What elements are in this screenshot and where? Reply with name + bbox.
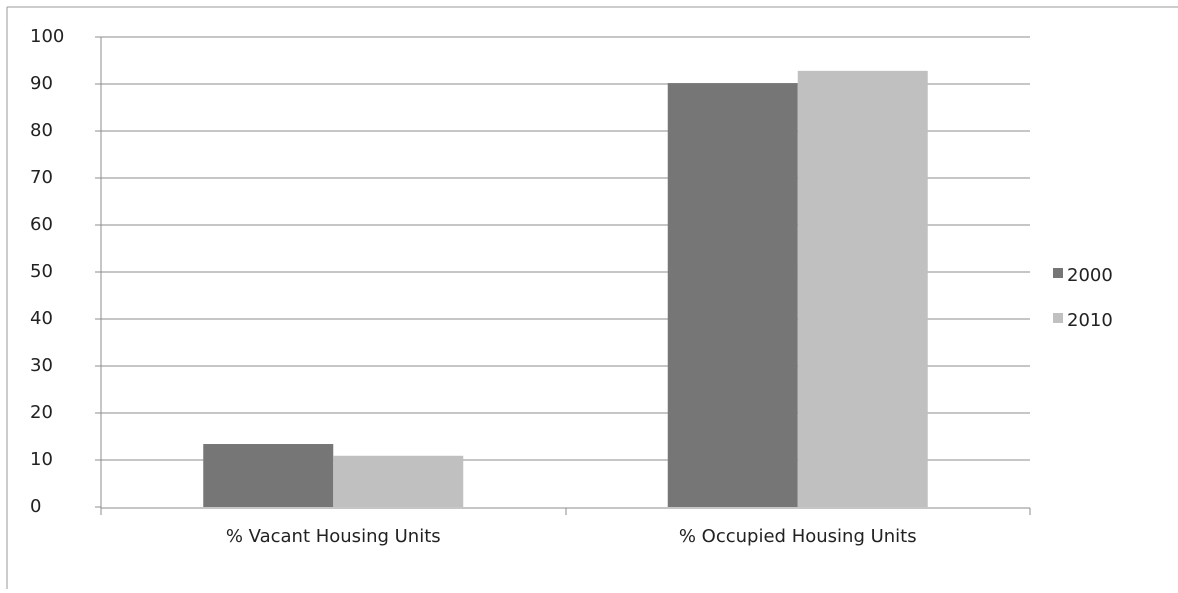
y-tick-label: 60 (30, 214, 53, 235)
y-tick-label: 100 (30, 26, 64, 47)
bar (667, 83, 798, 507)
bar (333, 455, 464, 507)
x-tick-label: % Vacant Housing Units (226, 526, 441, 547)
y-tick-label: 70 (30, 167, 53, 188)
y-tick-label: 0 (30, 496, 41, 517)
y-tick-label: 20 (30, 402, 53, 423)
y-tick-label: 40 (30, 308, 53, 329)
y-tick-label: 10 (30, 449, 53, 470)
legend-swatch (1053, 268, 1063, 278)
bar (203, 444, 334, 507)
y-tick-label: 50 (30, 261, 53, 282)
bar (797, 70, 928, 507)
y-tick-label: 90 (30, 73, 53, 94)
x-tick-label: % Occupied Housing Units (679, 526, 917, 547)
y-tick-label: 80 (30, 120, 53, 141)
legend-swatch (1053, 313, 1063, 323)
legend-label: 2000 (1067, 265, 1113, 286)
legend-label: 2010 (1067, 310, 1113, 331)
y-tick-label: 30 (30, 355, 53, 376)
